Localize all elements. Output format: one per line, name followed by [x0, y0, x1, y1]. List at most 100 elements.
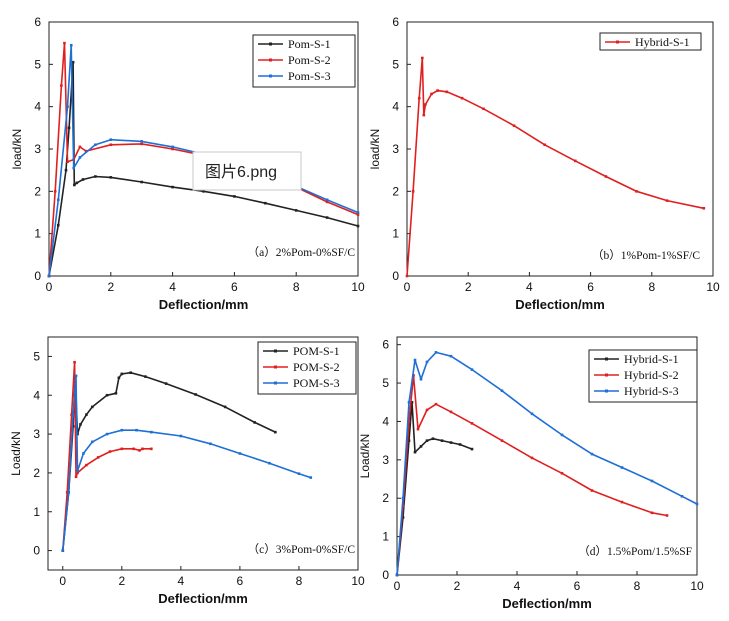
data-point [680, 495, 684, 498]
legend-marker [269, 58, 272, 62]
y-tick-label: 0 [34, 269, 41, 283]
data-point [238, 452, 242, 455]
y-tick-label: 2 [382, 491, 389, 505]
data-point [61, 549, 65, 552]
legend-label: Hybrid-S-1 [624, 352, 679, 366]
data-point [53, 190, 57, 193]
data-point [421, 56, 424, 60]
overlay-text: 图片6.png [205, 163, 277, 181]
data-point [114, 392, 118, 395]
data-point [129, 371, 132, 375]
data-point [109, 143, 113, 147]
data-point [109, 176, 113, 179]
x-tick-label: 8 [293, 280, 300, 294]
data-point [297, 472, 301, 475]
data-point [94, 175, 97, 178]
x-axis-label: Deflection/mm [502, 596, 592, 611]
x-tick-label: 6 [231, 280, 238, 294]
data-point [470, 422, 474, 425]
y-tick-label: 5 [392, 57, 399, 71]
legend-label: Hybrid-S-2 [624, 368, 679, 382]
data-point [405, 274, 409, 278]
legend-marker [616, 40, 619, 44]
series-line-pom-s-3 [62, 374, 312, 551]
data-point [458, 443, 462, 446]
x-tick-label: 2 [454, 579, 461, 593]
legend: Hybrid-S-1 [599, 32, 702, 51]
data-point [223, 405, 227, 409]
data-point [132, 447, 135, 451]
data-point [500, 439, 504, 442]
y-tick-label: 3 [392, 142, 399, 156]
data-point [356, 213, 360, 216]
data-point [76, 471, 79, 475]
chart-panel-3: 0 2 4 6 8 10 0 1 2 3 4 5 Deflection/mm Load/kN POM-S-1… [9, 336, 365, 606]
plot-frame [406, 21, 714, 277]
data-point [47, 274, 51, 278]
legend: POM-S-1 POM-S-2 POM-S-3 [257, 341, 357, 395]
x-axis-label: Deflection/mm [159, 297, 249, 312]
data-point [171, 185, 174, 189]
data-point [73, 360, 76, 364]
data-point [417, 96, 421, 100]
legend-marker [274, 349, 277, 353]
data-point [117, 376, 121, 380]
legend-marker [274, 381, 277, 385]
data-point [424, 103, 427, 106]
data-point [650, 479, 654, 483]
data-point [66, 160, 69, 163]
data-point [70, 413, 73, 416]
y-tick-label: 5 [382, 376, 389, 390]
data-point [470, 447, 474, 451]
data-point [140, 180, 143, 184]
data-point [56, 223, 60, 227]
y-tick-label: 2 [34, 184, 41, 198]
data-point [74, 475, 78, 479]
x-tick-label: 8 [634, 579, 641, 593]
series-line-pom-s-1 [48, 61, 359, 277]
data-point [590, 489, 594, 492]
legend-label: POM-S-2 [293, 360, 340, 374]
data-point [84, 149, 88, 153]
data-point [425, 408, 429, 412]
y-tick-label: 3 [382, 453, 389, 467]
data-point [460, 96, 464, 100]
data-point [407, 420, 411, 423]
data-point [81, 178, 85, 181]
data-point [482, 107, 485, 111]
data-point [590, 452, 594, 456]
legend-label: Hybrid-S-1 [635, 35, 690, 49]
data-point [179, 434, 183, 438]
data-point [171, 147, 174, 151]
data-point [430, 92, 433, 96]
data-point [94, 143, 97, 147]
data-point [108, 450, 112, 453]
series-line-hybrid-s-1 [406, 57, 704, 277]
data-point [407, 439, 411, 442]
legend: Pom-S-1 Pom-S-2 Pom-S-3 [252, 34, 356, 88]
x-tick-label: 6 [237, 574, 244, 588]
legend-label: POM-S-1 [293, 344, 340, 358]
data-point [543, 143, 546, 147]
data-point [695, 502, 699, 506]
y-tick-label: 4 [33, 388, 40, 402]
y-tick-label: 4 [392, 100, 399, 114]
chart-panel-2: 0 2 4 6 8 10 0 1 2 3 4 5 6 Deflection/mm load/kN Hybrid… [368, 15, 720, 312]
data-point [620, 500, 624, 504]
data-point [150, 430, 153, 434]
data-point [422, 113, 426, 117]
data-point [85, 463, 88, 467]
data-point [194, 393, 197, 396]
data-point [604, 175, 608, 178]
chart-panel-1: 0 2 4 6 8 10 0 1 2 3 4 5 6 Deflection/mm load/kN Pom-S-… [10, 15, 365, 312]
data-point [274, 430, 277, 434]
data-point [434, 351, 438, 354]
data-point [141, 447, 144, 451]
x-tick-label: 2 [118, 574, 125, 588]
data-point [530, 456, 534, 460]
data-point [650, 511, 654, 515]
data-point [665, 514, 669, 517]
series-line-hybrid-s-2 [396, 374, 668, 576]
data-point [470, 368, 474, 371]
data-point [74, 374, 78, 378]
